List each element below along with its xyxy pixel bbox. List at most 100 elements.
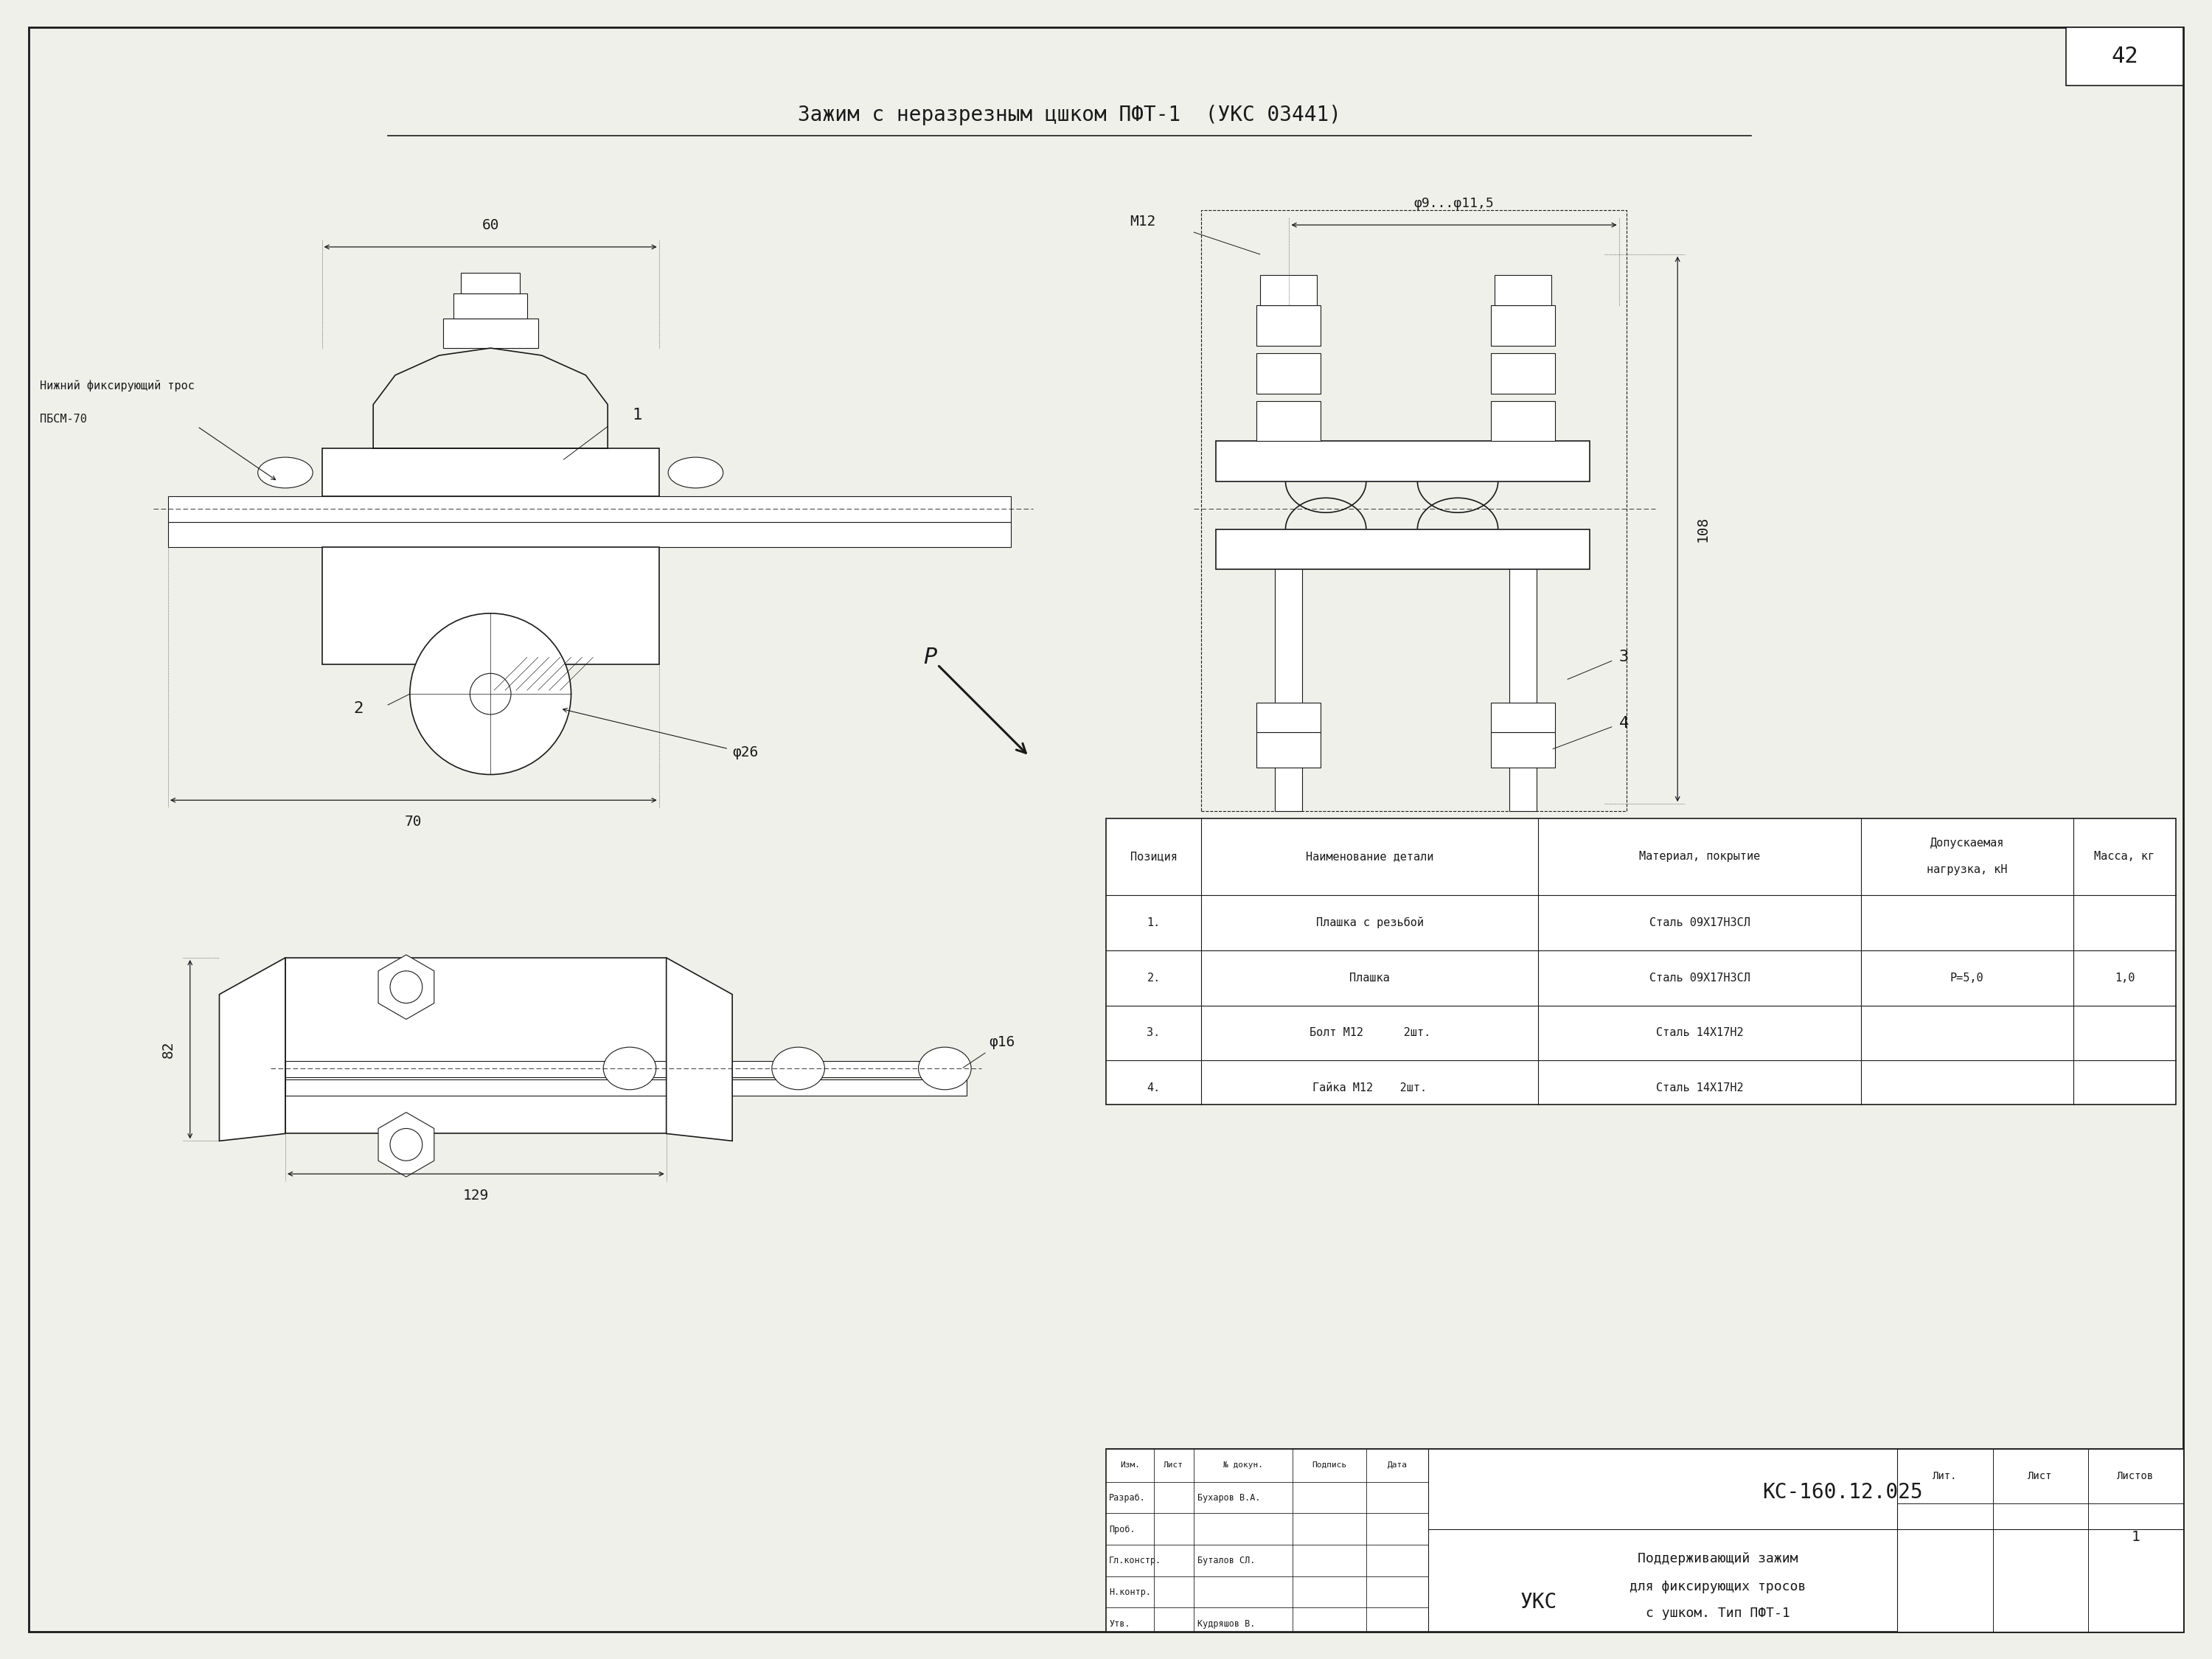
Bar — [1256, 353, 1321, 393]
Text: Нижний фиксирующий трос: Нижний фиксирующий трос — [40, 380, 195, 392]
Text: для фиксирующих тросов: для фиксирующих тросов — [1630, 1579, 1805, 1593]
Bar — [285, 957, 666, 1133]
Bar — [1217, 441, 1590, 481]
Bar — [1491, 401, 1555, 441]
Text: нагрузка, кН: нагрузка, кН — [1927, 864, 2006, 876]
Bar — [1491, 305, 1555, 345]
Bar — [1491, 703, 1555, 732]
Bar — [1256, 305, 1321, 345]
Text: Лист: Лист — [2028, 1470, 2053, 1481]
Text: 3.: 3. — [1146, 1027, 1161, 1039]
Bar — [1201, 211, 1626, 811]
Text: Материал, покрытие: Материал, покрытие — [1639, 851, 1761, 863]
Text: Плашка: Плашка — [1349, 972, 1389, 984]
Bar — [285, 1080, 967, 1095]
Text: 60: 60 — [482, 219, 500, 232]
Text: φ16: φ16 — [989, 1035, 1015, 1048]
Text: Подпись: Подпись — [1312, 1462, 1347, 1468]
Text: Плашка с резьбой: Плашка с резьбой — [1316, 917, 1425, 929]
Bar — [1256, 703, 1321, 732]
Text: Лист: Лист — [1164, 1462, 1183, 1468]
Text: 1,0: 1,0 — [2115, 972, 2135, 984]
Text: ПБСМ-70: ПБСМ-70 — [40, 413, 86, 425]
Bar — [1898, 1448, 2183, 1632]
Bar — [1261, 275, 1316, 305]
Text: с ушком. Тип ПФТ-1: с ушком. Тип ПФТ-1 — [1646, 1608, 1790, 1621]
Text: Гайка М12    2шт.: Гайка М12 2шт. — [1312, 1082, 1427, 1093]
Text: Гл.констр.: Гл.констр. — [1108, 1556, 1161, 1566]
Bar — [1106, 818, 2177, 1105]
Polygon shape — [666, 957, 732, 1141]
Text: 1.: 1. — [1146, 917, 1161, 929]
Circle shape — [389, 1128, 422, 1161]
Text: φ26: φ26 — [732, 745, 759, 760]
Ellipse shape — [668, 458, 723, 488]
Text: Допускаемая: Допускаемая — [1931, 838, 2004, 849]
Bar — [1495, 275, 1551, 305]
Text: Сталь 14Х17Н2: Сталь 14Х17Н2 — [1657, 1027, 1743, 1039]
Text: 4.: 4. — [1146, 1082, 1161, 1093]
Ellipse shape — [604, 1047, 657, 1090]
Text: Зажим с неразрезным цшком ПФТ-1  (УКС 03441): Зажим с неразрезным цшком ПФТ-1 (УКС 034… — [799, 105, 1340, 126]
Text: № докун.: № докун. — [1223, 1462, 1263, 1468]
Bar — [1491, 353, 1555, 393]
Bar — [323, 547, 659, 665]
Text: 4: 4 — [1619, 717, 1628, 730]
Ellipse shape — [259, 458, 312, 488]
Text: Р=5,0: Р=5,0 — [1951, 972, 1984, 984]
Bar — [1491, 732, 1555, 766]
Text: Листов: Листов — [2117, 1470, 2154, 1481]
Text: 129: 129 — [462, 1188, 489, 1203]
Text: Р: Р — [922, 647, 938, 669]
Bar — [168, 521, 1011, 547]
Bar — [460, 272, 520, 294]
Bar — [453, 294, 526, 319]
Text: 2.: 2. — [1146, 972, 1161, 984]
Text: Наименование детали: Наименование детали — [1305, 851, 1433, 863]
Bar — [285, 1062, 967, 1077]
Text: 3: 3 — [1619, 650, 1628, 665]
Text: Бухаров В.А.: Бухаров В.А. — [1197, 1493, 1261, 1503]
Text: Н.контр.: Н.контр. — [1108, 1588, 1150, 1598]
Text: Изм.: Изм. — [1119, 1462, 1139, 1468]
Bar — [1256, 732, 1321, 766]
Text: φ9...φ11,5: φ9...φ11,5 — [1413, 197, 1493, 211]
Ellipse shape — [918, 1047, 971, 1090]
Text: Дата: Дата — [1387, 1462, 1407, 1468]
Bar — [168, 496, 1011, 521]
Polygon shape — [378, 1112, 434, 1176]
Bar — [1509, 554, 1537, 811]
Text: Масса, кг: Масса, кг — [2095, 851, 2154, 863]
Bar — [442, 319, 538, 348]
Text: 1: 1 — [2130, 1530, 2139, 1543]
Bar — [323, 448, 659, 496]
Text: УКС: УКС — [1520, 1593, 1557, 1613]
Text: 82: 82 — [161, 1040, 175, 1058]
Ellipse shape — [772, 1047, 825, 1090]
Text: Утв.: Утв. — [1108, 1619, 1130, 1629]
Bar — [1106, 1448, 2183, 1632]
Text: Разраб.: Разраб. — [1108, 1493, 1146, 1503]
Text: M12: M12 — [1130, 214, 1155, 229]
Text: 42: 42 — [2110, 46, 2139, 66]
Text: 1: 1 — [633, 408, 641, 423]
Text: Поддерживающий зажим: Поддерживающий зажим — [1637, 1551, 1798, 1564]
Text: 70: 70 — [405, 815, 422, 830]
Text: Сталь 09Х17Н3СЛ: Сталь 09Х17Н3СЛ — [1650, 972, 1750, 984]
Bar — [1256, 401, 1321, 441]
Text: Кудряшов В.: Кудряшов В. — [1197, 1619, 1256, 1629]
Polygon shape — [219, 957, 285, 1141]
Text: КС-160.12.025: КС-160.12.025 — [1763, 1483, 1922, 1503]
Circle shape — [389, 971, 422, 1004]
Text: Буталов СЛ.: Буталов СЛ. — [1197, 1556, 1256, 1566]
Bar — [1217, 529, 1590, 569]
Text: Сталь 14Х17Н2: Сталь 14Х17Н2 — [1657, 1082, 1743, 1093]
Text: Болт М12      2шт.: Болт М12 2шт. — [1310, 1027, 1431, 1039]
Circle shape — [409, 614, 571, 775]
Bar — [2066, 27, 2183, 86]
Text: Позиция: Позиция — [1130, 851, 1177, 863]
Text: Лит.: Лит. — [1933, 1470, 1958, 1481]
Text: 2: 2 — [354, 702, 363, 717]
Text: 108: 108 — [1697, 516, 1710, 542]
Text: Проб.: Проб. — [1108, 1525, 1135, 1535]
